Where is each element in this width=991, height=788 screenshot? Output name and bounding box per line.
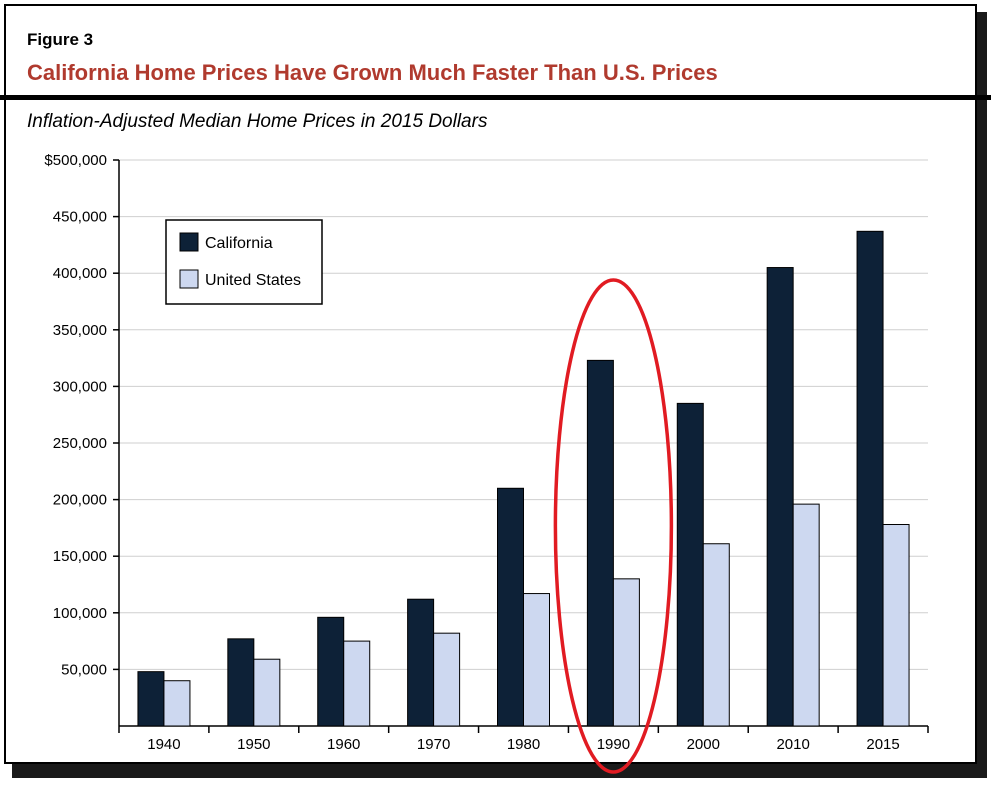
bar-united-states-1970 [433,632,461,727]
bar-california-1950 [227,638,255,727]
y-tick-label: $500,000 [44,152,107,169]
chart-subtitle: Inflation-Adjusted Median Home Prices in… [27,111,488,132]
bars [137,230,910,727]
title-divider [0,95,991,100]
bar-california-1940 [137,671,165,727]
x-tick-label: 1940 [147,736,180,753]
bar-united-states-2000 [702,543,730,727]
bar-california-1990 [586,359,614,727]
y-axis: 50,000 100,000 150,000 200,000 250,000 300,00… [44,152,120,726]
bar-california-1980 [497,487,524,727]
x-tick-label: 2010 [776,736,809,753]
x-tick-label: 2000 [687,736,720,753]
y-tick-label: 400,000 [53,265,107,282]
y-tick-label: 450,000 [53,209,107,226]
bar-united-states-1960 [343,640,371,727]
bar-united-states-1990 [612,578,640,727]
bar-united-states-1980 [523,593,550,727]
x-tick-label: 1990 [597,736,630,753]
bar-california-2015 [856,230,884,727]
x-tick-label: 1980 [507,736,540,753]
x-tick-label: 1960 [327,736,360,753]
x-tick-label: 1970 [417,736,450,753]
figure-label: Figure 3 [27,30,94,49]
legend-swatch-california [179,232,199,252]
chart-title: California Home Prices Have Grown Much F… [27,60,718,85]
bar-united-states-2010 [792,503,820,727]
y-tick-label: 350,000 [53,322,107,339]
legend-swatch-united-states [179,269,199,289]
bar-california-1960 [317,616,345,727]
y-tick-label: 200,000 [53,492,107,509]
bar-california-1970 [407,598,435,727]
x-tick-label: 1950 [237,736,270,753]
legend: California United States [165,219,323,305]
y-tick-label: 300,000 [53,378,107,395]
legend-label-california: California [205,235,273,252]
bar-united-states-1940 [163,680,191,727]
bar-united-states-2015 [882,524,910,727]
y-tick-label: 150,000 [53,548,107,565]
bar-california-2000 [676,402,704,727]
highlight-ellipse [553,278,674,774]
y-tick-label: 50,000 [61,661,107,678]
y-tick-label: 100,000 [53,605,107,622]
x-axis: 1940 1950 1960 1970 1980 1990 2000 2010 2015 [118,725,929,753]
legend-label-united-states: United States [205,272,301,289]
bar-united-states-1950 [253,658,281,727]
highlight-ellipse-group [553,278,674,774]
y-tick-label: 250,000 [53,435,107,452]
bar-california-2010 [766,267,794,727]
x-tick-label: 2015 [866,736,899,753]
